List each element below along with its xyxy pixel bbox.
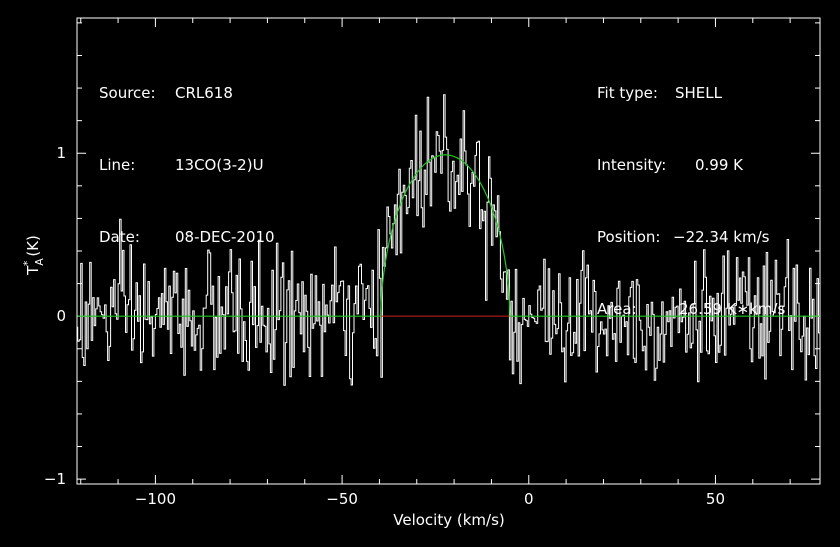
x-tick-label: −100: [135, 490, 176, 508]
fit-type-value: SHELL: [675, 84, 722, 102]
x-tick-label: 50: [706, 490, 725, 508]
line-label: Line:: [99, 156, 136, 174]
line-value: 13CO(3-2)U: [175, 156, 264, 174]
tick-labels: −100 −50 0 50 −1 0 1: [44, 144, 725, 508]
source-value: CRL618: [175, 84, 233, 102]
y-tick-label: 1: [56, 144, 66, 162]
plot-frame: [76, 17, 821, 485]
y-axis-label: TA* (K): [21, 235, 46, 276]
intensity-value: 0.99 K: [695, 156, 744, 174]
source-info-panel: Source: CRL618 Line: 13CO(3-2)U Date: 08-DE…: [99, 33, 275, 273]
major-ticks: [77, 18, 820, 484]
y-axis-label-unit: (K): [24, 235, 42, 257]
y-tick-label: −1: [44, 470, 66, 488]
svg-text:TA*(K): TA* (K): [21, 235, 46, 276]
area-label: Area:: [597, 300, 637, 318]
x-tick-label: 0: [524, 490, 534, 508]
minor-ticks: [77, 18, 820, 484]
spectrum-layer: [77, 94, 820, 386]
date-label: Date:: [99, 228, 140, 246]
fit-info-panel: Fit type: SHELL Intensity: 0.99 K Position…: [597, 33, 785, 345]
fit-type-label: Fit type:: [597, 84, 658, 102]
fit-curve: [77, 154, 820, 317]
spectrum-line: [77, 94, 820, 386]
date-value: 08-DEC-2010: [175, 228, 275, 246]
fit-layer: [77, 154, 820, 317]
y-tick-label: 0: [56, 307, 66, 325]
position-label: Position:: [597, 228, 661, 246]
y-axis-label-sup: *: [21, 260, 34, 266]
intensity-label: Intensity:: [597, 156, 667, 174]
area-value: 26.59 K∗km/s: [679, 300, 786, 318]
position-value: −22.34 km/s: [673, 228, 770, 246]
x-axis-label: Velocity (km/s): [393, 511, 504, 529]
y-axis-label-main: T: [24, 265, 42, 276]
source-label: Source:: [99, 84, 156, 102]
x-tick-label: −50: [326, 490, 358, 508]
y-axis-label-sub: A: [33, 258, 46, 266]
